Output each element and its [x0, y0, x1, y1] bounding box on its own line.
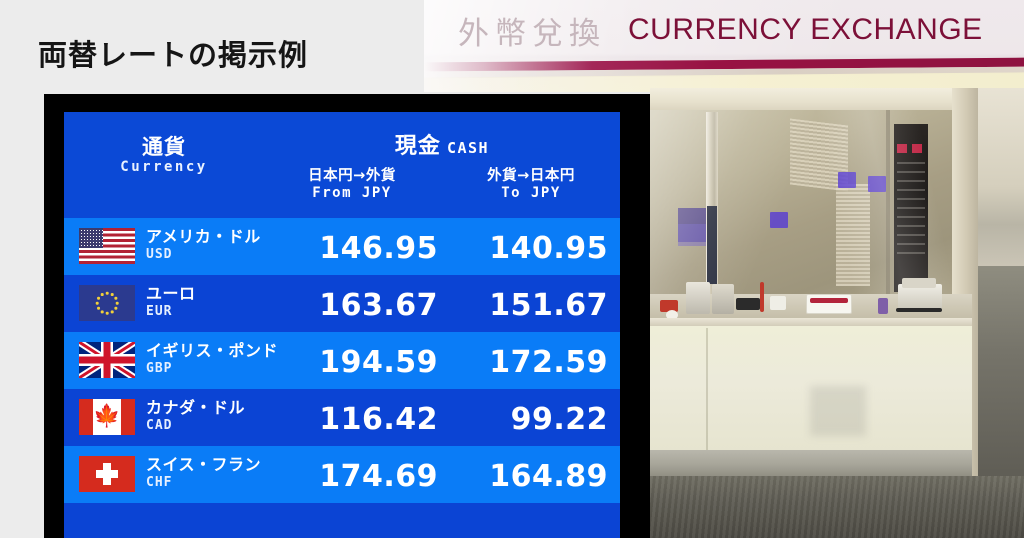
- photo-counter-smudge: [810, 386, 866, 436]
- currency-header-en: Currency: [120, 158, 208, 175]
- from-jpy-column-header: 日本円→外貨 From JPY: [262, 168, 442, 202]
- rate-from-jpy: 194.59: [319, 345, 438, 380]
- photo-door-frame: [886, 110, 890, 324]
- currency-code: GBP: [146, 360, 173, 376]
- eu-flag-icon: [79, 285, 135, 321]
- photo-black-cord: [896, 308, 942, 312]
- photo-counter-kickplate: [650, 450, 972, 478]
- currency-name: アメリカ・ドル USD: [146, 227, 261, 262]
- currency-name: スイス・フラン CHF: [146, 455, 262, 490]
- table-row: 🍁 カナダ・ドル CAD 116.42 99.22: [64, 389, 620, 446]
- rate-to-jpy: 164.89: [489, 459, 608, 494]
- photo-counting-machine: [898, 284, 942, 312]
- currency-header-jp: 通貨: [142, 135, 186, 159]
- rate-from-jpy: 163.67: [319, 288, 438, 323]
- table-row: アメリカ・ドル USD 146.95 140.95: [64, 218, 620, 275]
- photo-counter-edge: [650, 318, 972, 328]
- photo-floor: [650, 476, 1024, 538]
- photo-blue-sign-a: [838, 172, 856, 188]
- photo-machine-a: [686, 282, 710, 314]
- photo-kiosk-led-a: [897, 144, 907, 153]
- table-row: ユーロ EUR 163.67 151.67: [64, 275, 620, 332]
- photo-wall-slats: [836, 184, 870, 286]
- us-flag-icon: [79, 228, 135, 264]
- currency-name-jp: スイス・フラン: [146, 455, 262, 474]
- rate-to-jpy: 172.59: [489, 345, 608, 380]
- rate-from-jpy: 146.95: [319, 231, 438, 266]
- currency-name-jp: アメリカ・ドル: [146, 227, 261, 246]
- photo-left-monitor-glow: [678, 224, 706, 246]
- photo-red-pen: [760, 282, 764, 312]
- rate-board: 通貨 Currency 現金 CASH 日本円→外貨 From JPY 外貨→日本…: [64, 112, 620, 538]
- from-jpy-header-en: From JPY: [312, 185, 392, 202]
- cash-header-en: CASH: [446, 139, 490, 157]
- rate-from-jpy: 116.42: [319, 402, 438, 437]
- to-jpy-header-jp: 外貨→日本円: [487, 168, 575, 184]
- currency-code: EUR: [146, 303, 173, 319]
- photo-pillar-dark: [707, 206, 717, 284]
- currency-code: CAD: [146, 417, 173, 433]
- currency-code: USD: [146, 246, 173, 262]
- currency-name: カナダ・ドル CAD: [146, 398, 246, 433]
- currency-name: イギリス・ポンド GBP: [146, 341, 279, 376]
- rate-to-jpy: 151.67: [489, 288, 608, 323]
- photo-purple-item: [878, 298, 888, 314]
- page-title: 両替レートの掲示例: [38, 38, 309, 72]
- currency-column-header: 通貨 Currency: [64, 135, 264, 175]
- photo-red-bowl: [660, 300, 678, 312]
- photo-white-ball: [666, 310, 678, 320]
- currency-name-jp: カナダ・ドル: [146, 398, 246, 417]
- to-jpy-header-en: To JPY: [501, 185, 561, 202]
- ch-flag-icon: [79, 456, 135, 492]
- to-jpy-column-header: 外貨→日本円 To JPY: [442, 168, 620, 202]
- photo-right-wall: [978, 88, 1024, 278]
- currency-name-jp: ユーロ: [146, 284, 196, 303]
- rate-to-jpy: 99.22: [510, 402, 608, 437]
- signage-chinese-label: 外幣兌換: [458, 15, 606, 52]
- rate-to-jpy: 140.95: [489, 231, 608, 266]
- photo-blue-sign-c: [770, 212, 788, 228]
- photo-counting-machine-top: [902, 278, 936, 288]
- photo-machine-b: [712, 284, 734, 314]
- rate-board-header: 通貨 Currency 現金 CASH 日本円→外貨 From JPY 外貨→日本…: [64, 112, 620, 218]
- photo-kiosk-led-b: [912, 144, 922, 153]
- photo-kiosk-rows: [897, 162, 925, 258]
- exchange-counter-photo: [650, 88, 1024, 538]
- cash-header-jp: 現金: [394, 134, 441, 159]
- cash-group-header: 現金 CASH: [264, 128, 620, 160]
- photo-blue-sign-b: [868, 176, 886, 192]
- photo-counter-sign-text: [810, 298, 848, 303]
- photo-counter-face: [650, 326, 972, 454]
- rate-board-filler-row: [64, 503, 620, 538]
- signage-text: 外幣兌換 CURRENCY EXCHANGE: [458, 6, 1018, 54]
- signage-band: 外幣兌換 CURRENCY EXCHANGE: [424, 0, 1024, 92]
- photo-counter-sign: [806, 294, 852, 314]
- from-jpy-header-jp: 日本円→外貨: [308, 168, 396, 184]
- currency-name-jp: イギリス・ポンド: [146, 341, 279, 360]
- signage-english-label: CURRENCY EXCHANGE: [628, 13, 983, 46]
- currency-code: CHF: [146, 474, 173, 490]
- ca-flag-icon: 🍁: [79, 399, 135, 435]
- photo-white-box: [770, 296, 786, 310]
- photo-dark-device: [736, 298, 760, 310]
- table-row: イギリス・ポンド GBP 194.59 172.59: [64, 332, 620, 389]
- currency-name: ユーロ EUR: [146, 284, 196, 319]
- rate-from-jpy: 174.69: [319, 459, 438, 494]
- gb-flag-icon: [79, 342, 135, 378]
- photo-counter-seam: [706, 328, 708, 452]
- table-row: スイス・フラン CHF 174.69 164.89: [64, 446, 620, 503]
